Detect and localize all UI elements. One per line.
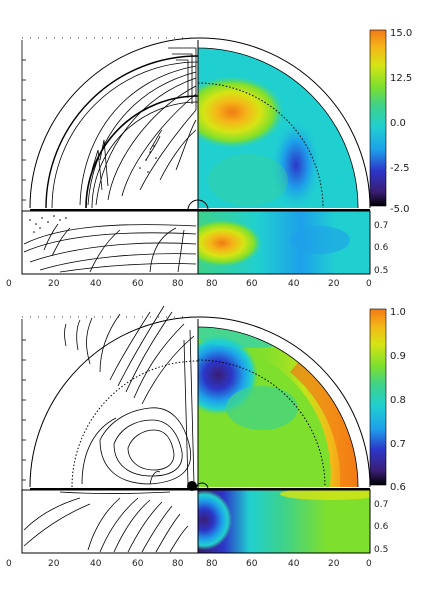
bottom-left-x-tick: 40 (90, 559, 102, 569)
top-strip (21, 210, 371, 275)
top-right-x-tick: 40 (288, 279, 300, 289)
bottom-cb-tick: 1.0 (390, 307, 406, 318)
bottom-cb-tick: 0.6 (390, 482, 406, 493)
top-strip-y-labels: 0.7 0.6 0.5 (374, 221, 389, 276)
bottom-colorbar-labels: 1.0 0.9 0.8 0.7 0.6 (390, 307, 406, 493)
bottom-panel (21, 305, 387, 554)
top-left-x-tick: 20 (48, 279, 60, 289)
top-left-x-tick: 80 (172, 279, 184, 289)
top-left-x-tick: 40 (90, 279, 102, 289)
top-panel (21, 29, 387, 275)
bottom-cb-tick: 0.9 (390, 351, 406, 362)
top-cb-tick: -5.0 (390, 204, 410, 215)
bottom-right-x-labels: 80 60 40 20 0 (206, 559, 372, 569)
bottom-strip-y-tick: 0.5 (374, 545, 388, 555)
top-strip-y-tick: 0.7 (374, 221, 388, 231)
top-dots (139, 145, 157, 173)
bottom-left-x-tick: 0 (6, 559, 12, 569)
bottom-strip (21, 489, 371, 554)
bottom-color-quadrant (198, 327, 358, 487)
top-cb-tick: -2.5 (390, 163, 410, 174)
bottom-left-x-tick: 20 (48, 559, 60, 569)
bottom-left-x-tick: 80 (172, 559, 184, 569)
bottom-left-x-labels: 0 20 40 60 80 (6, 559, 184, 569)
bottom-strip-y-tick: 0.7 (374, 500, 388, 510)
bottom-right-x-tick: 0 (366, 559, 372, 569)
bottom-strip-y-tick: 0.6 (374, 522, 389, 532)
top-right-x-labels: 80 60 40 20 0 (206, 279, 372, 289)
top-left-x-tick: 0 (6, 279, 12, 289)
top-streamlines (45, 47, 199, 209)
bottom-fieldlines (64, 305, 195, 485)
bottom-strip-y-labels: 0.7 0.6 0.5 (374, 500, 389, 555)
bottom-cb-tick: 0.7 (390, 439, 406, 450)
bottom-cb-tick: 0.8 (390, 395, 406, 406)
top-colorbar (369, 29, 387, 207)
top-left-x-labels: 0 20 40 60 80 (6, 279, 184, 289)
top-cb-tick: 15.0 (390, 28, 412, 39)
top-cb-tick: 12.5 (390, 73, 412, 84)
top-color-quadrant (198, 48, 358, 208)
bottom-right-x-tick: 60 (246, 559, 258, 569)
top-colorbar-labels: 15.0 12.5 0.0 -2.5 -5.0 (390, 28, 412, 215)
bottom-right-x-tick: 20 (328, 559, 340, 569)
bottom-right-x-tick: 80 (206, 559, 218, 569)
bottom-left-x-tick: 60 (132, 559, 144, 569)
top-right-x-tick: 20 (328, 279, 340, 289)
bottom-right-x-tick: 40 (288, 559, 300, 569)
top-strip-y-tick: 0.5 (374, 266, 388, 276)
top-left-x-tick: 60 (132, 279, 144, 289)
top-right-x-tick: 0 (366, 279, 372, 289)
top-cb-tick: 0.0 (390, 118, 406, 129)
top-strip-y-tick: 0.6 (374, 243, 389, 253)
top-right-x-tick: 60 (246, 279, 258, 289)
bottom-colorbar (369, 308, 387, 486)
top-right-x-tick: 80 (206, 279, 218, 289)
